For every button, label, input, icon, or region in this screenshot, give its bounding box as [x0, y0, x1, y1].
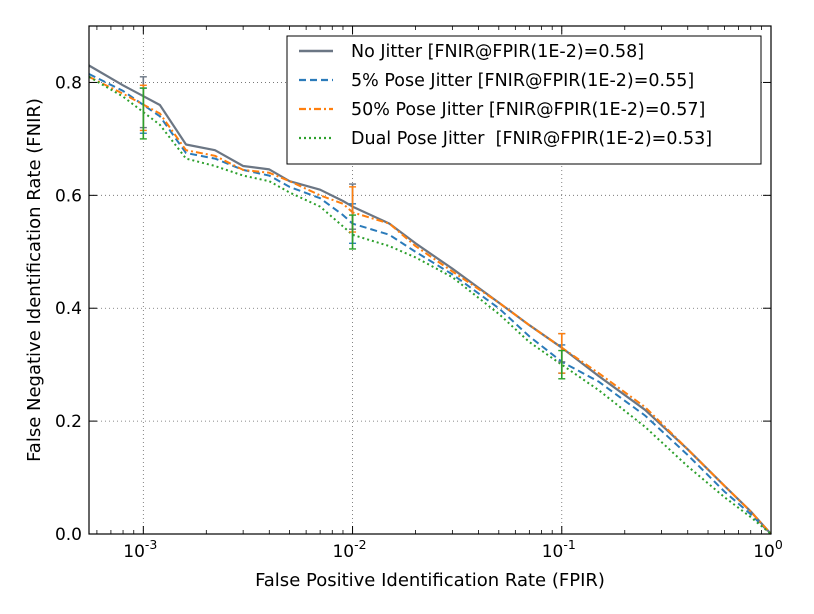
series-line-1 — [88, 64, 772, 535]
y-tick-label: 0.8 — [55, 73, 82, 93]
series-lines — [88, 64, 772, 535]
legend-label-2: 5% Pose Jitter [FNIR@FPIR(1E-2)=0.55] — [351, 71, 694, 91]
plot-frame — [88, 25, 772, 535]
x-axis-label: False Positive Identification Rate (FPIR… — [255, 570, 605, 591]
series-line-2 — [88, 73, 772, 535]
legend: No Jitter [FNIR@FPIR(1E-2)=0.58] 5% Pose … — [286, 35, 762, 165]
legend-box — [286, 35, 762, 165]
series-line-3 — [88, 75, 772, 535]
x-tick-label: 10-3 — [123, 537, 157, 562]
legend-label-3: 50% Pose Jitter [FNIR@FPIR(1E-2)=0.57] — [351, 100, 705, 120]
legend-label-1: No Jitter [FNIR@FPIR(1E-2)=0.58] — [351, 42, 644, 62]
x-tick-label: 100 — [753, 537, 783, 562]
y-tick-label: 0.2 — [55, 412, 82, 432]
y-axis-label: False Negative Identification Rate (FNIR… — [24, 98, 45, 462]
error-bars — [139, 76, 566, 380]
y-tick-label: 0.0 — [55, 525, 82, 545]
x-tick-label: 10-1 — [542, 537, 576, 562]
y-tick-label: 0.4 — [55, 299, 82, 319]
y-tick-label: 0.6 — [55, 186, 82, 206]
axis-ticks: 10-3 10-2 10-1 100 0.0 0.2 0.4 0.6 0.8 — [55, 26, 783, 562]
x-tick-label: 10-2 — [332, 537, 366, 562]
legend-label-4: Dual Pose Jitter [FNIR@FPIR(1E-2)=0.53] — [351, 129, 712, 149]
